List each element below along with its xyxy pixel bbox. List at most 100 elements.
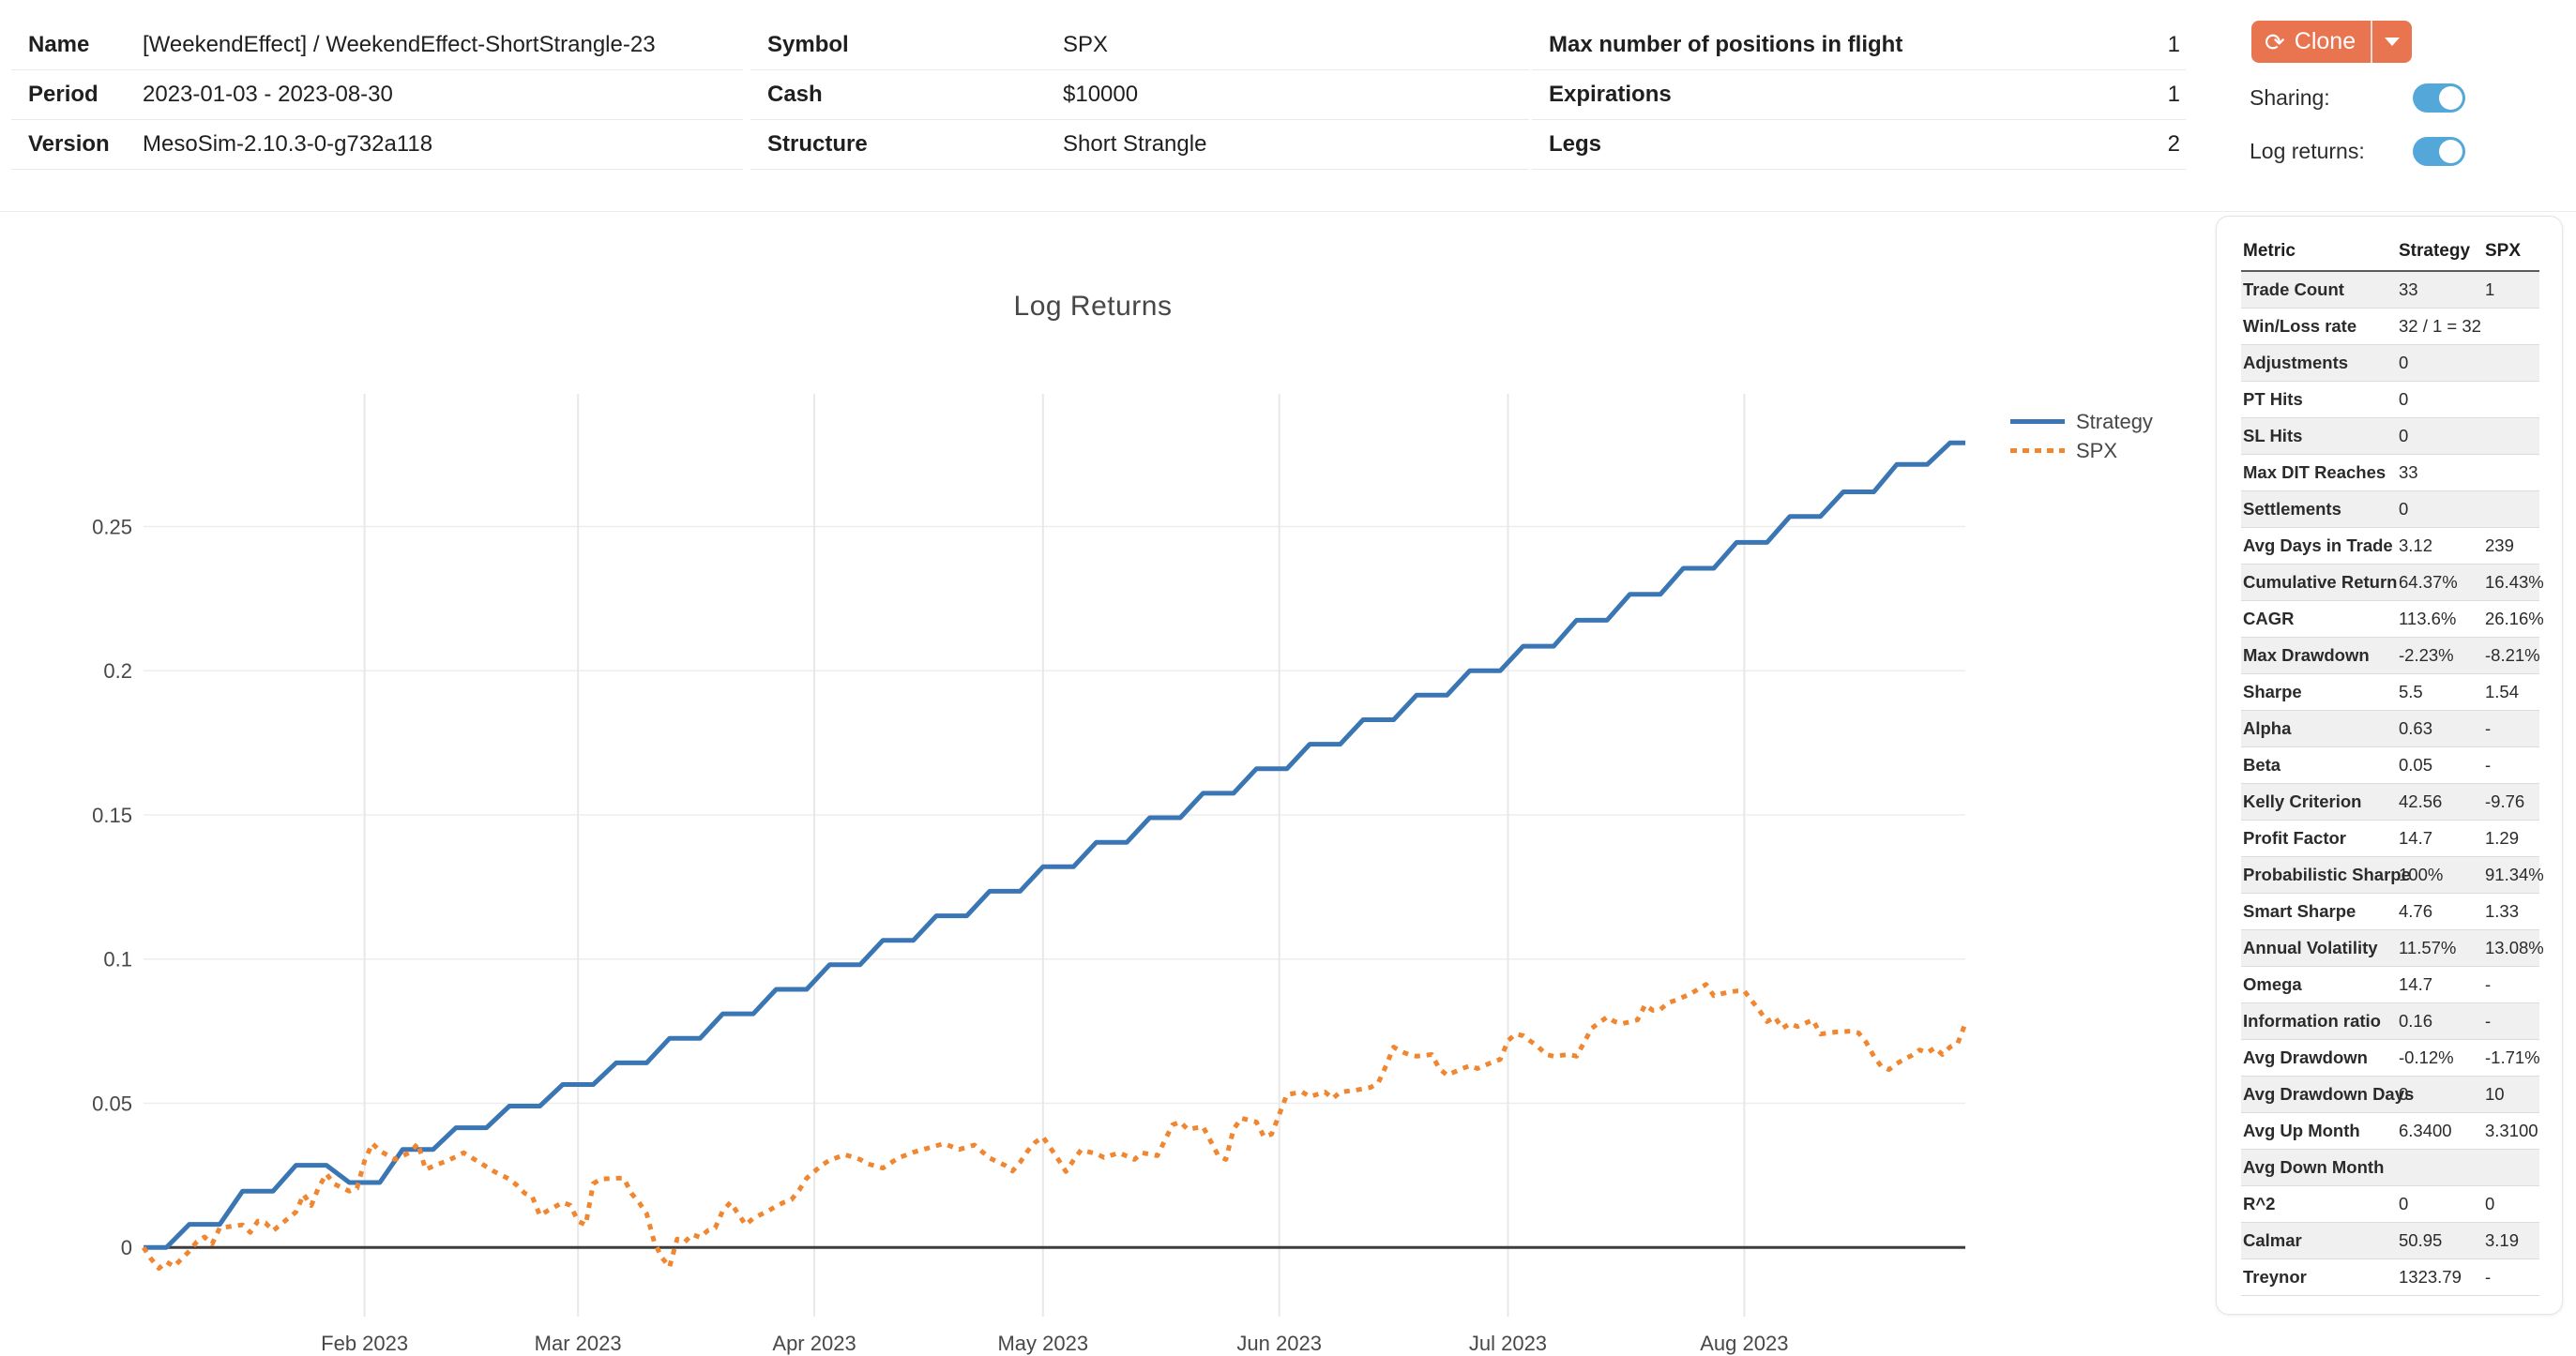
- y-tick-label: 0.1: [103, 948, 132, 972]
- legend-label-strategy: Strategy: [2076, 409, 2153, 433]
- strategy-line[interactable]: [144, 440, 1965, 1250]
- metrics-row: Max DIT Reaches 33: [2241, 454, 2539, 491]
- metrics-row: Avg Drawdown Days 0 10: [2241, 1076, 2539, 1113]
- metric-strategy-value: 113.6%: [2397, 600, 2483, 638]
- metric-strategy-value: 4.76: [2397, 893, 2483, 930]
- metrics-column-header: Strategy: [2397, 237, 2483, 272]
- metrics-row: Avg Drawdown -0.12% -1.71%: [2241, 1039, 2540, 1077]
- x-tick-label: Jun 2023: [1236, 1332, 1322, 1355]
- metric-spx-value: 10: [2483, 1076, 2539, 1113]
- metric-spx-value: -: [2483, 1002, 2539, 1040]
- metric-strategy-value: 0: [2397, 1185, 2483, 1223]
- x-tick-label: Feb 2023: [321, 1332, 408, 1355]
- spx-line[interactable]: [141, 982, 1968, 1272]
- header-divider: [0, 211, 2576, 212]
- metric-strategy-value: 14.7: [2397, 966, 2483, 1003]
- field-label: Symbol: [767, 32, 849, 57]
- field-value: 2023-01-03 - 2023-08-30: [143, 82, 393, 107]
- metric-name: Probabilistic Sharpe: [2241, 856, 2411, 894]
- legend-item-strategy[interactable]: Strategy: [2010, 407, 2153, 436]
- metric-strategy-value: 11.57%: [2397, 929, 2483, 967]
- metric-name: Avg Down Month: [2241, 1149, 2397, 1186]
- field-value: $10000: [1063, 82, 1139, 107]
- metric-strategy-value: 5.5: [2397, 673, 2483, 711]
- metric-name: Settlements: [2241, 490, 2397, 528]
- metric-strategy-value: 42.56: [2397, 783, 2483, 821]
- metrics-table: Metric Strategy SPX Trade Count 33 1 Win/Loss…: [2241, 237, 2544, 1296]
- log-returns-toggle[interactable]: [2413, 137, 2465, 166]
- metric-name: Treynor: [2241, 1258, 2397, 1296]
- x-tick-label: Mar 2023: [535, 1332, 622, 1355]
- metrics-row: R^2 0 0: [2241, 1185, 2539, 1223]
- field-row: Cash $10000: [750, 70, 1529, 120]
- field-row: Legs 2: [1532, 120, 2186, 170]
- legend-item-spx[interactable]: SPX: [2010, 436, 2153, 465]
- field-row: Name [WeekendEffect] / WeekendEffect-Shor…: [11, 21, 743, 70]
- metrics-row: Kelly Criterion 42.56 -9.76: [2241, 783, 2539, 821]
- metric-spx-value: [2483, 1149, 2539, 1186]
- metric-strategy-value: 100%: [2397, 856, 2483, 894]
- metric-spx-value: -: [2483, 966, 2539, 1003]
- toggle-knob: [2439, 140, 2462, 163]
- metric-name: Adjustments: [2241, 344, 2397, 382]
- metric-spx-value: [2483, 308, 2539, 345]
- metric-strategy-value: 6.3400: [2397, 1112, 2483, 1150]
- metric-spx-value: 3.19: [2483, 1222, 2539, 1259]
- field-label: Max number of positions in flight: [1549, 32, 1903, 57]
- field-row: Max number of positions in flight 1: [1532, 21, 2186, 70]
- field-label: Structure: [767, 131, 868, 157]
- metric-name: Avg Drawdown Days: [2241, 1076, 2414, 1113]
- header-column-positions: Max number of positions in flight 1 Expira…: [1532, 21, 2186, 170]
- metric-spx-value: [2483, 454, 2539, 491]
- metric-name: Sharpe: [2241, 673, 2397, 711]
- field-value: SPX: [1063, 32, 1109, 57]
- metric-strategy-value: 0: [2397, 1076, 2483, 1113]
- clone-dropdown-button[interactable]: [2371, 21, 2412, 63]
- log-returns-label: Log returns:: [2250, 139, 2365, 163]
- metrics-row: CAGR 113.6% 26.16%: [2241, 600, 2544, 638]
- metric-name: Trade Count: [2241, 271, 2397, 309]
- metrics-row: Profit Factor 14.7 1.29: [2241, 820, 2539, 857]
- metric-strategy-value: 0: [2397, 490, 2483, 528]
- metric-name: CAGR: [2241, 600, 2397, 638]
- metric-strategy-value: 0.16: [2397, 1002, 2483, 1040]
- metric-spx-value: -9.76: [2483, 783, 2539, 821]
- metric-spx-value: -: [2483, 746, 2539, 784]
- metric-name: R^2: [2241, 1185, 2397, 1223]
- field-label: Legs: [1549, 131, 1602, 157]
- clone-button-label: Clone: [2294, 28, 2356, 54]
- metric-spx-value: 239: [2483, 527, 2539, 565]
- metric-name: Omega: [2241, 966, 2397, 1003]
- caret-down-icon: [2385, 38, 2401, 46]
- metric-spx-value: 0: [2483, 1185, 2539, 1223]
- sharing-toggle[interactable]: [2413, 83, 2465, 113]
- header-column-instrument: Symbol SPX Cash $10000 Structure Short Strang…: [750, 21, 1529, 170]
- metrics-row: Beta 0.05-: [2241, 746, 2539, 784]
- metric-name: Max Drawdown: [2241, 637, 2397, 674]
- metric-spx-value: -: [2483, 710, 2539, 747]
- metrics-row: Trade Count 33 1: [2241, 271, 2539, 309]
- metric-spx-value: [2483, 417, 2539, 455]
- clone-button[interactable]: ⟳ Clone: [2251, 21, 2371, 63]
- spx-line-swatch: [2010, 448, 2065, 453]
- field-label: Version: [28, 131, 110, 157]
- metric-spx-value: 1: [2483, 271, 2539, 309]
- metrics-row: Calmar 50.95 3.19: [2241, 1222, 2539, 1259]
- field-label: Cash: [767, 82, 823, 107]
- x-tick-label: Apr 2023: [772, 1332, 856, 1355]
- toggle-knob: [2439, 86, 2462, 110]
- metric-name: Avg Days in Trade: [2241, 527, 2397, 565]
- metric-strategy-value: 0.05: [2397, 746, 2483, 784]
- metric-strategy-value: -0.12%: [2397, 1039, 2483, 1077]
- metric-spx-value: [2483, 381, 2539, 418]
- metric-strategy-value: -2.23%: [2397, 637, 2483, 674]
- metrics-row: Avg Down Month: [2241, 1149, 2539, 1186]
- metric-spx-value: [2483, 490, 2539, 528]
- metrics-row: Probabilistic Sharpe 100% 91.34%: [2241, 856, 2544, 894]
- strategy-line-swatch: [2010, 419, 2065, 424]
- metric-spx-value: -8.21%: [2483, 637, 2540, 674]
- field-row: Version MesoSim-2.10.3-0-g732a118: [11, 120, 743, 170]
- field-label: Name: [28, 32, 90, 57]
- metrics-row: Alpha 0.63-: [2241, 710, 2539, 747]
